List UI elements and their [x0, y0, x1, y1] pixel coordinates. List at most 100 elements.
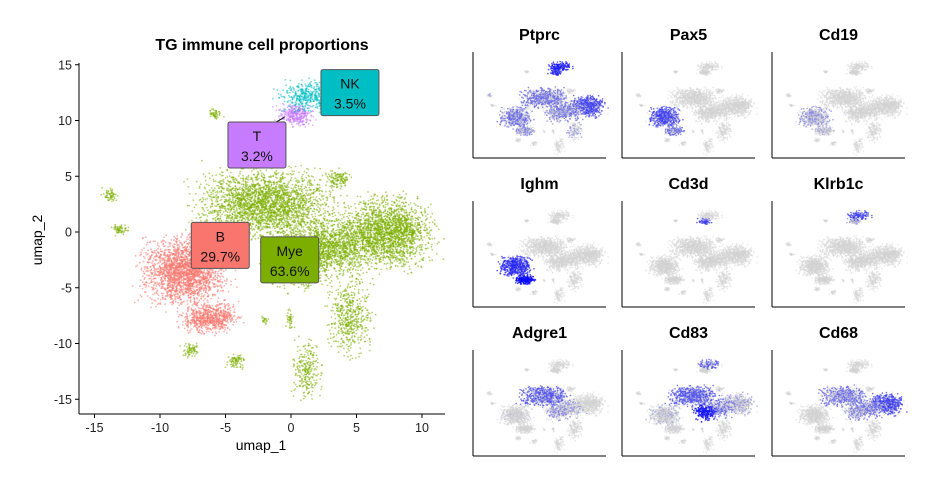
point-Mye: [249, 193, 251, 195]
point-Mye: [226, 201, 228, 203]
point-Mye: [283, 235, 285, 237]
point-Mye: [303, 209, 305, 211]
point-Mye: [281, 211, 283, 213]
point-Mye: [286, 173, 288, 175]
point-Mye: [293, 205, 295, 207]
point-Mye: [264, 201, 266, 203]
point-Mye: [212, 179, 214, 181]
point-Mye: [294, 178, 296, 180]
point-Mye: [211, 187, 213, 189]
point-Mye: [195, 217, 197, 219]
point-Mye: [207, 198, 209, 200]
point-Mye: [203, 193, 205, 195]
point-Mye: [274, 228, 276, 230]
point-Mye: [212, 212, 214, 214]
point-Mye: [219, 212, 221, 214]
point-Mye: [296, 225, 298, 227]
point-Mye: [311, 201, 313, 203]
point-Mye: [240, 192, 242, 194]
point-Mye: [216, 185, 218, 187]
point-Mye: [203, 210, 205, 212]
point-Mye: [215, 201, 217, 203]
point-Mye: [202, 197, 204, 199]
point-Mye: [205, 176, 207, 178]
point-Mye: [275, 195, 277, 197]
point-Mye: [215, 174, 217, 176]
point-Mye: [256, 179, 258, 181]
point-Mye: [219, 167, 221, 169]
point-Mye: [185, 229, 187, 231]
point-Mye: [232, 207, 234, 209]
point-Mye: [329, 190, 331, 192]
point-Mye: [233, 205, 235, 207]
point-Mye: [257, 217, 259, 219]
point-Mye: [222, 195, 224, 197]
point-Mye: [311, 214, 313, 216]
point-Mye: [267, 213, 269, 215]
point-Mye: [213, 180, 215, 182]
point-Mye: [252, 210, 254, 212]
point-Mye: [258, 226, 260, 228]
point-Mye: [253, 228, 255, 230]
point-Mye: [296, 214, 298, 216]
point-Mye: [264, 175, 266, 177]
point-Mye: [313, 219, 315, 221]
point-Mye: [303, 188, 305, 190]
point-Mye: [212, 210, 214, 212]
point-Mye: [294, 190, 296, 192]
point-Mye: [262, 214, 264, 216]
point-Mye: [307, 206, 309, 208]
point-Mye: [256, 215, 258, 217]
point-Mye: [258, 187, 260, 189]
point-Mye: [243, 186, 245, 188]
point-Mye: [209, 211, 211, 213]
point-Mye: [224, 207, 226, 209]
point-Mye: [289, 227, 291, 229]
point-Mye: [310, 183, 312, 185]
point-Mye: [263, 227, 265, 229]
point-Mye: [298, 198, 300, 200]
point-Mye: [235, 186, 237, 188]
point-Mye: [278, 180, 280, 182]
point-Mye: [325, 191, 327, 193]
point-Mye: [291, 170, 293, 172]
point-Mye: [287, 221, 289, 223]
point-Mye: [290, 187, 292, 189]
point-Mye: [248, 175, 250, 177]
point-Mye: [208, 184, 210, 186]
umap-plot: -15 -10 -5 0 5 10151050-5-10-15NK3.5%T3.2%B29…: [54, 58, 445, 435]
point-Mye: [305, 203, 307, 205]
point-Mye: [219, 209, 221, 211]
point-Mye: [329, 195, 331, 197]
point-Mye: [199, 186, 201, 188]
point-Mye: [278, 213, 280, 215]
point-Mye: [282, 187, 284, 189]
point-Mye: [274, 230, 276, 232]
point-Mye: [239, 173, 241, 175]
point-Mye: [212, 218, 214, 220]
point-Mye: [225, 177, 227, 179]
point-Mye: [309, 201, 311, 203]
point-Mye: [317, 206, 319, 208]
point-Mye: [217, 192, 219, 194]
point-Mye: [264, 206, 266, 208]
point-Mye: [239, 171, 241, 173]
point-Mye: [225, 199, 227, 201]
point-Mye: [280, 216, 282, 218]
point-Mye: [256, 231, 258, 233]
point-Mye: [272, 226, 274, 228]
point-Mye: [333, 201, 335, 203]
point-Mye: [286, 197, 288, 199]
point-Mye: [292, 184, 294, 186]
point-Mye: [218, 188, 220, 190]
point-Mye: [307, 174, 309, 176]
point-Mye: [233, 203, 235, 205]
point-Mye: [289, 191, 291, 193]
point-Mye: [199, 187, 201, 189]
point-Mye: [266, 187, 268, 189]
point-Mye: [291, 203, 293, 205]
point-Mye: [215, 191, 217, 193]
point-Mye: [216, 211, 218, 213]
point-Mye: [273, 183, 275, 185]
point-Mye: [201, 213, 203, 215]
